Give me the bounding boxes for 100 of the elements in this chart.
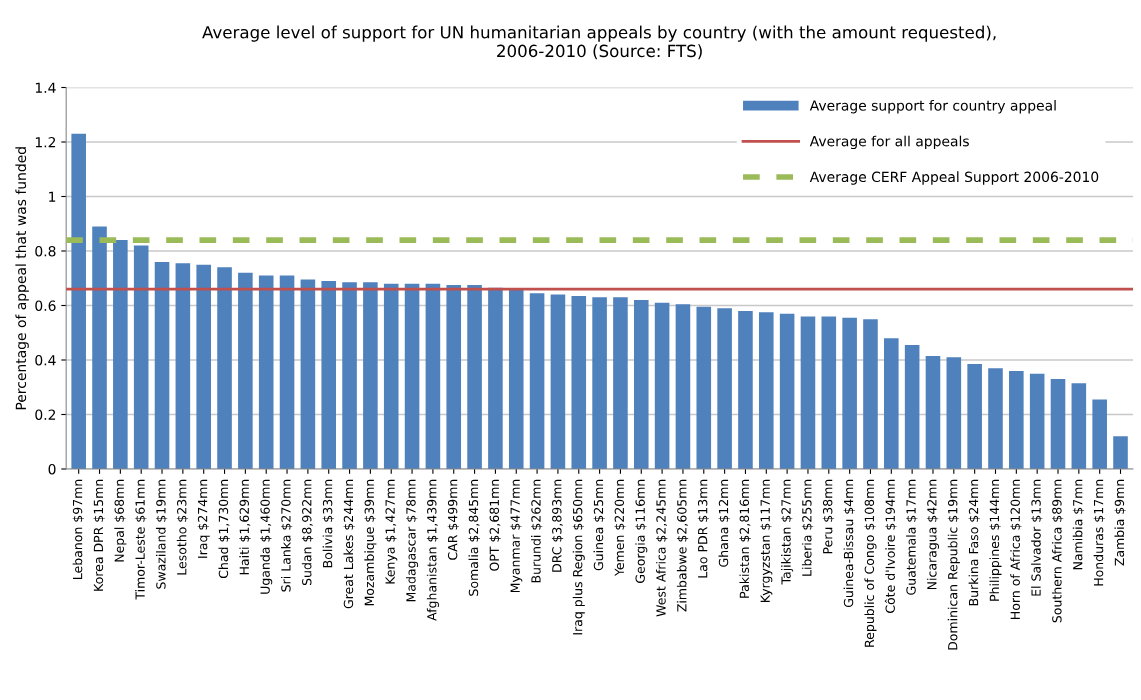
bar bbox=[92, 226, 107, 469]
bar bbox=[383, 283, 399, 469]
x-tick-label: Kenya $1,427mn bbox=[385, 479, 398, 584]
x-tick-label: Bolivia $33mn bbox=[322, 479, 335, 568]
bar bbox=[1050, 379, 1066, 469]
bar bbox=[279, 275, 295, 469]
bar bbox=[321, 280, 337, 469]
legend-label: Average support for country appeal bbox=[809, 100, 1056, 114]
x-tick-label: CAR $499mn bbox=[447, 479, 460, 560]
bar bbox=[1113, 436, 1128, 469]
x-tick-label: West Africa $2,245mn bbox=[656, 479, 668, 617]
y-tick-label: 1.2 bbox=[35, 136, 56, 148]
bar bbox=[133, 245, 149, 469]
bar bbox=[113, 240, 128, 469]
x-tick-label: Afghanistan $1,439mn bbox=[426, 479, 439, 621]
bar bbox=[1009, 370, 1024, 469]
bar bbox=[1092, 399, 1107, 469]
bar bbox=[363, 282, 378, 469]
bar bbox=[258, 275, 274, 469]
bar bbox=[175, 263, 191, 469]
bar bbox=[696, 306, 712, 469]
y-tick-label: 0.2 bbox=[35, 409, 56, 420]
x-tick-label: Nepal $68mn bbox=[114, 479, 127, 562]
y-axis-title: Percentage of appeal that was funded bbox=[15, 147, 29, 410]
x-tick-label: Pakistan $2,816mn bbox=[739, 479, 751, 598]
bar bbox=[1071, 383, 1087, 469]
bar bbox=[467, 285, 482, 469]
bar bbox=[571, 295, 587, 469]
bar bbox=[988, 368, 1003, 469]
x-tick-label: Korea DPR $15mn bbox=[93, 479, 105, 591]
bar bbox=[592, 297, 607, 469]
x-tick-label: Lebanon $97mn bbox=[72, 479, 84, 579]
x-tick-label: Somalia $2,845mn bbox=[468, 479, 480, 596]
bar bbox=[738, 310, 753, 469]
bar bbox=[217, 267, 232, 469]
x-tick-label: Haiti $1,629mn bbox=[239, 479, 251, 575]
x-tick-label: Honduras $17mn bbox=[1093, 479, 1105, 586]
y-tick-label: 0 bbox=[48, 463, 56, 475]
bar bbox=[800, 316, 816, 469]
bar bbox=[300, 279, 316, 469]
bar bbox=[654, 302, 670, 469]
bar bbox=[717, 308, 732, 469]
bar bbox=[759, 312, 774, 469]
bar bbox=[508, 289, 524, 469]
x-tick-label: Mozambique $39mn bbox=[364, 479, 377, 606]
x-tick-label: Guinea-Bissau $4mn bbox=[843, 479, 855, 608]
x-tick-label: Southern Africa $89mn bbox=[1051, 479, 1064, 623]
bar bbox=[904, 345, 920, 469]
bar bbox=[154, 261, 170, 469]
x-tick-label: Kyrgyzstan $117mn bbox=[760, 479, 773, 602]
x-tick-label: Iraq plus Region $650mn bbox=[572, 479, 585, 635]
y-tick-label: 0.6 bbox=[35, 300, 56, 311]
x-tick-label: Namibia $7mn bbox=[1072, 479, 1085, 570]
bar bbox=[71, 133, 86, 469]
bar bbox=[884, 338, 899, 469]
bar bbox=[196, 264, 211, 469]
bar bbox=[1029, 373, 1045, 469]
bar bbox=[529, 293, 545, 469]
x-tick-label: Lao PDR $13mn bbox=[697, 479, 710, 578]
x-tick-label: Sri Lanka $270mn bbox=[281, 479, 293, 592]
bar bbox=[404, 283, 420, 469]
legend-label: Average for all appeals bbox=[809, 135, 969, 150]
bar bbox=[925, 355, 941, 469]
x-tick-label: Zimbabwe $2,605mn bbox=[676, 479, 689, 612]
bar bbox=[863, 319, 878, 469]
x-tick-label: Lesotho $23mn bbox=[176, 479, 189, 575]
x-tick-label: Myanmar $477mn bbox=[510, 479, 523, 593]
x-tick-label: Dominican Republic $19mn bbox=[947, 479, 960, 650]
x-tick-label: Yemen $220mn bbox=[614, 479, 626, 577]
x-tick-label: Uganda $1,460mn bbox=[260, 479, 273, 594]
x-tick-label: Timor-Leste $61mn bbox=[135, 479, 147, 600]
x-tick-label: Sudan $8,922mn bbox=[301, 479, 314, 586]
bar bbox=[946, 357, 962, 469]
bar bbox=[633, 300, 649, 469]
x-tick-label: Tajikistan $27mn bbox=[781, 479, 794, 585]
x-tick-label: Côte d'Ivoire $194mn bbox=[884, 479, 897, 613]
y-tick-label: 0.4 bbox=[35, 354, 56, 366]
x-tick-label: Liberia $255mn bbox=[801, 479, 814, 576]
y-tick-label: 1 bbox=[49, 191, 56, 202]
bar bbox=[675, 304, 691, 469]
x-tick-label: El Salvador $13mn bbox=[1031, 479, 1043, 596]
bar bbox=[425, 283, 441, 469]
x-tick-label: Zambia $9mn bbox=[1114, 479, 1126, 566]
x-tick-label: Chad $1,730mn bbox=[218, 479, 230, 579]
x-tick-label: Nicaragua $42mn bbox=[926, 479, 940, 590]
x-tick-label: Burundi $262mn bbox=[531, 479, 543, 583]
x-tick-label: Madagascar $78mn bbox=[406, 479, 419, 602]
bar bbox=[779, 313, 795, 469]
x-tick-label: Guatemala $17mn bbox=[906, 479, 918, 595]
bar bbox=[342, 282, 357, 469]
x-tick-label: Great Lakes $244mn bbox=[343, 479, 355, 609]
x-tick-label: OPT $2,681mn bbox=[489, 479, 501, 571]
y-tick-label: 1.4 bbox=[35, 82, 56, 93]
legend-label: Average CERF Appeal Support 2006-2010 bbox=[809, 171, 1099, 185]
x-tick-label: Georgia $116mn bbox=[635, 479, 648, 583]
x-tick-label: Peru $38mn bbox=[822, 479, 835, 554]
chart-title: Average level of support for UN humanitarian appeals by country (with the amount requested), 2006-2010 (Source: FTS) bbox=[202, 25, 996, 60]
x-tick-label: DRC $3,893mn bbox=[551, 479, 564, 572]
bar bbox=[550, 294, 566, 469]
bar bbox=[238, 272, 253, 469]
